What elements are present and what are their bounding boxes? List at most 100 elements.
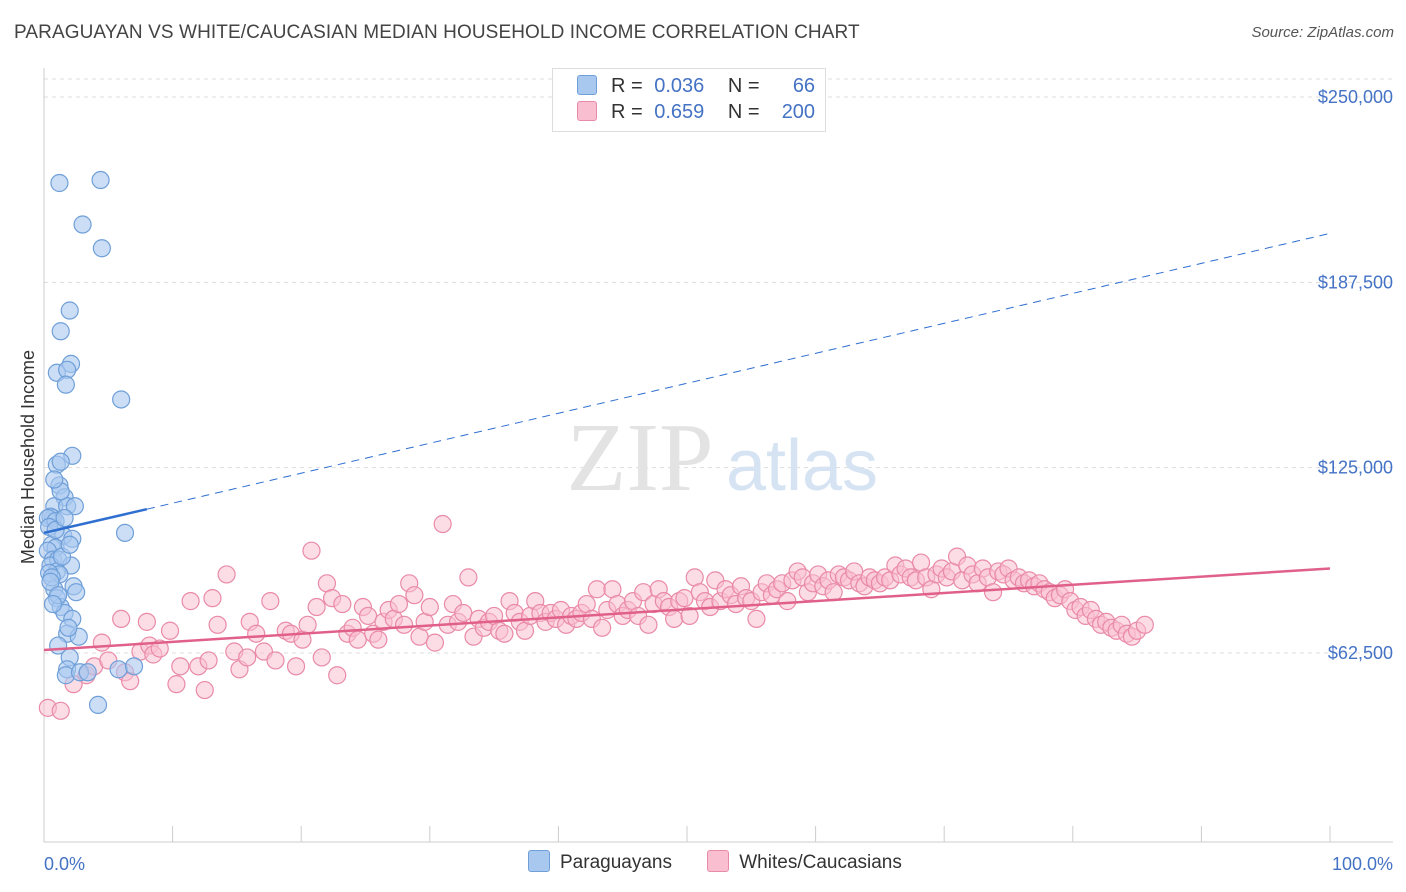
- data-point-paraguayan: [109, 660, 128, 679]
- data-point-white-caucasian: [171, 657, 190, 676]
- data-point-white-caucasian: [420, 597, 439, 617]
- data-point-white-caucasian: [150, 639, 169, 658]
- data-point-paraguayan: [73, 215, 92, 234]
- legend-swatch-blue: [528, 850, 550, 872]
- data-point-paraguayan: [51, 322, 70, 341]
- data-point-paraguayan: [112, 390, 131, 409]
- data-point-white-caucasian: [1135, 615, 1154, 634]
- data-point-white-caucasian: [587, 580, 607, 599]
- data-point-white-caucasian: [328, 666, 347, 685]
- data-point-white-caucasian: [405, 586, 424, 605]
- legend-r-label: R =: [611, 101, 643, 123]
- y-tick-labels: $250,000 $187,500 $125,000 $62,500: [1318, 87, 1393, 663]
- correlation-legend: R = 0.036 N = 66 R = 0.659 N = 200: [552, 68, 826, 132]
- data-point-paraguayan: [55, 508, 74, 528]
- data-point-paraguayan: [91, 170, 110, 190]
- legend-r-value: 0.036: [654, 75, 705, 97]
- data-point-paraguayan: [45, 470, 64, 489]
- data-point-paraguayan: [51, 452, 70, 471]
- data-point-paraguayan: [60, 535, 79, 554]
- series-whites-caucasians: [38, 514, 1154, 720]
- x-tick-label-left: 0.0%: [44, 854, 85, 874]
- data-point-white-caucasian: [358, 606, 378, 626]
- data-point-white-caucasian: [112, 609, 131, 628]
- data-point-white-caucasian: [675, 589, 694, 608]
- watermark: ZIP atlas: [567, 404, 879, 512]
- data-point-white-caucasian: [433, 514, 452, 534]
- y-tick-label: $62,500: [1328, 643, 1393, 663]
- legend-label: Paraguayans: [560, 852, 672, 873]
- data-point-white-caucasian: [333, 594, 352, 614]
- data-point-white-caucasian: [247, 624, 266, 643]
- data-point-white-caucasian: [137, 612, 156, 631]
- trendline-paraguayans-projection: [146, 232, 1331, 510]
- data-point-white-caucasian: [454, 603, 473, 623]
- watermark-zip: ZIP: [567, 404, 714, 512]
- data-point-white-caucasian: [639, 615, 658, 634]
- series-legend: Paraguayans Whites/Caucasians: [528, 850, 932, 874]
- data-point-paraguayan: [56, 375, 75, 394]
- data-point-white-caucasian: [983, 583, 1003, 602]
- data-point-paraguayan: [115, 523, 135, 543]
- trendlines: [43, 232, 1331, 652]
- legend-swatch-pink: [577, 101, 597, 121]
- data-point-white-caucasian: [195, 680, 214, 700]
- data-point-paraguayan: [92, 239, 111, 258]
- data-point-white-caucasian: [217, 565, 236, 584]
- data-point-white-caucasian: [298, 615, 317, 634]
- data-point-white-caucasian: [665, 609, 684, 628]
- legend-swatch-blue: [577, 75, 597, 95]
- legend-item-whites: Whites/Caucasians: [707, 850, 902, 874]
- data-point-white-caucasian: [593, 618, 612, 637]
- data-point-white-caucasian: [348, 630, 367, 649]
- data-point-white-caucasian: [266, 651, 285, 670]
- data-point-paraguayan: [67, 583, 86, 602]
- gridlines: [44, 78, 1395, 654]
- data-point-white-caucasian: [495, 624, 514, 643]
- legend-r-label: R =: [611, 75, 643, 97]
- x-tick-label-right: 100.0%: [1332, 854, 1393, 874]
- data-point-white-caucasian: [92, 633, 111, 652]
- data-point-white-caucasian: [181, 592, 200, 611]
- legend-n-label: N =: [727, 101, 760, 123]
- data-point-white-caucasian: [167, 675, 186, 694]
- legend-row-whites: R = 0.659 N = 200: [577, 101, 815, 127]
- data-point-white-caucasian: [238, 648, 257, 667]
- y-tick-label: $250,000: [1318, 87, 1393, 107]
- data-point-white-caucasian: [824, 583, 843, 602]
- data-point-white-caucasian: [459, 568, 478, 587]
- data-point-paraguayan: [59, 618, 78, 637]
- legend-n-value: 200: [781, 101, 816, 123]
- legend-n-value: 66: [792, 75, 816, 97]
- data-point-paraguayan: [41, 572, 60, 591]
- data-point-white-caucasian: [261, 592, 280, 611]
- data-point-white-caucasian: [51, 701, 70, 720]
- data-point-paraguayan: [124, 657, 144, 676]
- data-point-white-caucasian: [747, 609, 766, 628]
- chart-title: PARAGUAYAN VS WHITE/CAUCASIAN MEDIAN HOU…: [14, 22, 860, 43]
- data-point-paraguayan: [43, 594, 63, 614]
- data-point-white-caucasian: [208, 615, 227, 634]
- data-point-white-caucasian: [778, 592, 797, 611]
- data-point-white-caucasian: [199, 651, 218, 670]
- trendline-whites-caucasians: [43, 567, 1331, 652]
- legend-item-paraguayans: Paraguayans: [528, 850, 672, 874]
- legend-label: Whites/Caucasians: [739, 852, 902, 873]
- data-point-white-caucasian: [369, 630, 388, 649]
- data-point-paraguayan: [65, 497, 84, 516]
- watermark-atlas: atlas: [726, 426, 878, 506]
- y-tick-label: $125,000: [1318, 458, 1393, 478]
- trendline-paraguayans: [43, 507, 148, 535]
- data-point-white-caucasian: [680, 606, 699, 626]
- axes: [43, 68, 1393, 843]
- data-point-paraguayan: [50, 173, 69, 193]
- y-axis-title: Median Household Income: [18, 350, 38, 564]
- legend-row-paraguayans: R = 0.036 N = 66: [577, 75, 815, 101]
- data-point-white-caucasian: [160, 621, 180, 640]
- series-paraguayans: [38, 170, 144, 714]
- legend-r-value: 0.659: [654, 101, 705, 123]
- data-point-paraguayan: [60, 301, 79, 320]
- data-point-white-caucasian: [425, 633, 445, 652]
- source-label: Source: ZipAtlas.com: [1251, 24, 1394, 41]
